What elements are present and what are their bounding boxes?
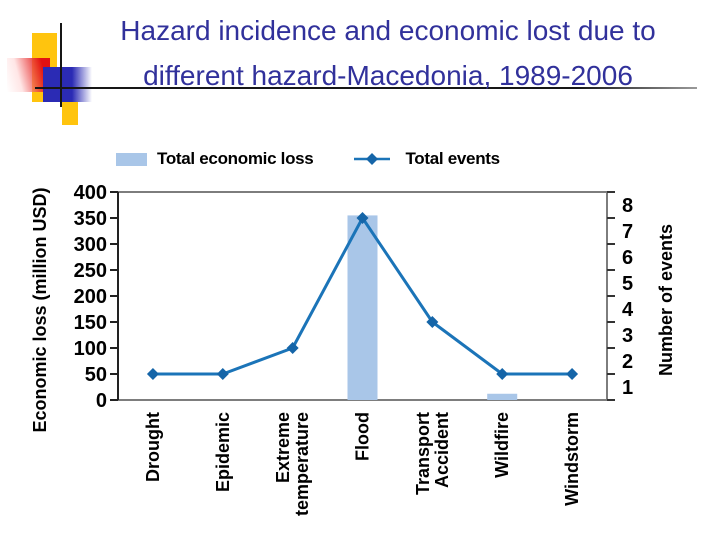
line-point-flood [356, 212, 369, 224]
left-axis-tick-label: 150 [74, 312, 107, 334]
line-point-epidemic [216, 368, 229, 380]
category-label-wildfire: Wildfire [492, 412, 512, 478]
line-point-drought [146, 368, 159, 380]
left-axis-title: Economic loss (million USD) [30, 187, 50, 432]
category-label-windstorm: Windstorm [562, 412, 582, 506]
left-axis-tick-label: 350 [74, 208, 107, 230]
legend-events-label: Total events [405, 149, 500, 168]
right-axis-title: Number of events [656, 224, 676, 376]
bar-wildfire [487, 393, 518, 400]
category-label-flood: Flood [353, 412, 373, 461]
left-axis-tick-label: 100 [74, 338, 107, 360]
ornament-yellow-small-rect [62, 102, 78, 125]
left-axis-tick-label: 200 [74, 286, 107, 308]
ornament-red-gradient-square [7, 58, 50, 92]
right-axis-tick-label: 1 [622, 377, 633, 399]
left-axis-tick-label: 250 [74, 260, 107, 282]
left-axis-tick-label: 50 [85, 364, 107, 386]
category-label-extreme-temperature: temperature [292, 412, 312, 516]
legend-economic-loss-swatch [116, 152, 147, 166]
category-label-drought: Drought [143, 412, 163, 482]
left-axis-tick-label: 300 [74, 234, 107, 256]
right-axis-tick-label: 5 [622, 273, 633, 295]
left-axis-tick-label: 0 [96, 390, 107, 412]
category-label-transport-accident: Transport [413, 412, 433, 495]
legend-economic-loss-label: Total economic loss [157, 149, 314, 168]
slide-title-line2: different hazard-Macedonia, 1989-2006 [143, 60, 633, 91]
slide-title-line1: Hazard incidence and economic lost due t… [120, 15, 656, 46]
right-axis-tick-label: 6 [622, 247, 633, 269]
category-label-extreme-temperature: Extreme [273, 412, 293, 483]
left-axis-tick-label: 400 [74, 182, 107, 204]
legend-events-line-marker [354, 153, 391, 165]
right-axis-tick-label: 7 [622, 221, 633, 243]
right-axis-tick-label: 3 [622, 325, 633, 347]
ornament-vertical-line [60, 23, 62, 107]
right-axis-tick-label: 2 [622, 351, 633, 373]
right-axis-tick-label: 8 [622, 195, 633, 217]
bar-flood [347, 215, 378, 400]
line-point-windstorm [566, 368, 579, 380]
slide-title: Hazard incidence and economic lost due t… [56, 8, 720, 98]
line-point-transport-accident [426, 316, 439, 328]
line-point-wildfire [496, 368, 509, 380]
right-axis-tick-label: 4 [622, 299, 634, 321]
line-point-extreme-temperature [286, 342, 299, 354]
ornament-blue-gradient-rect [43, 67, 93, 102]
category-label-transport-accident: Accident [432, 412, 452, 488]
category-label-epidemic: Epidemic [213, 412, 233, 492]
title-underline-rule [35, 87, 697, 89]
chart-legend: Total economic loss Total events [116, 149, 500, 169]
